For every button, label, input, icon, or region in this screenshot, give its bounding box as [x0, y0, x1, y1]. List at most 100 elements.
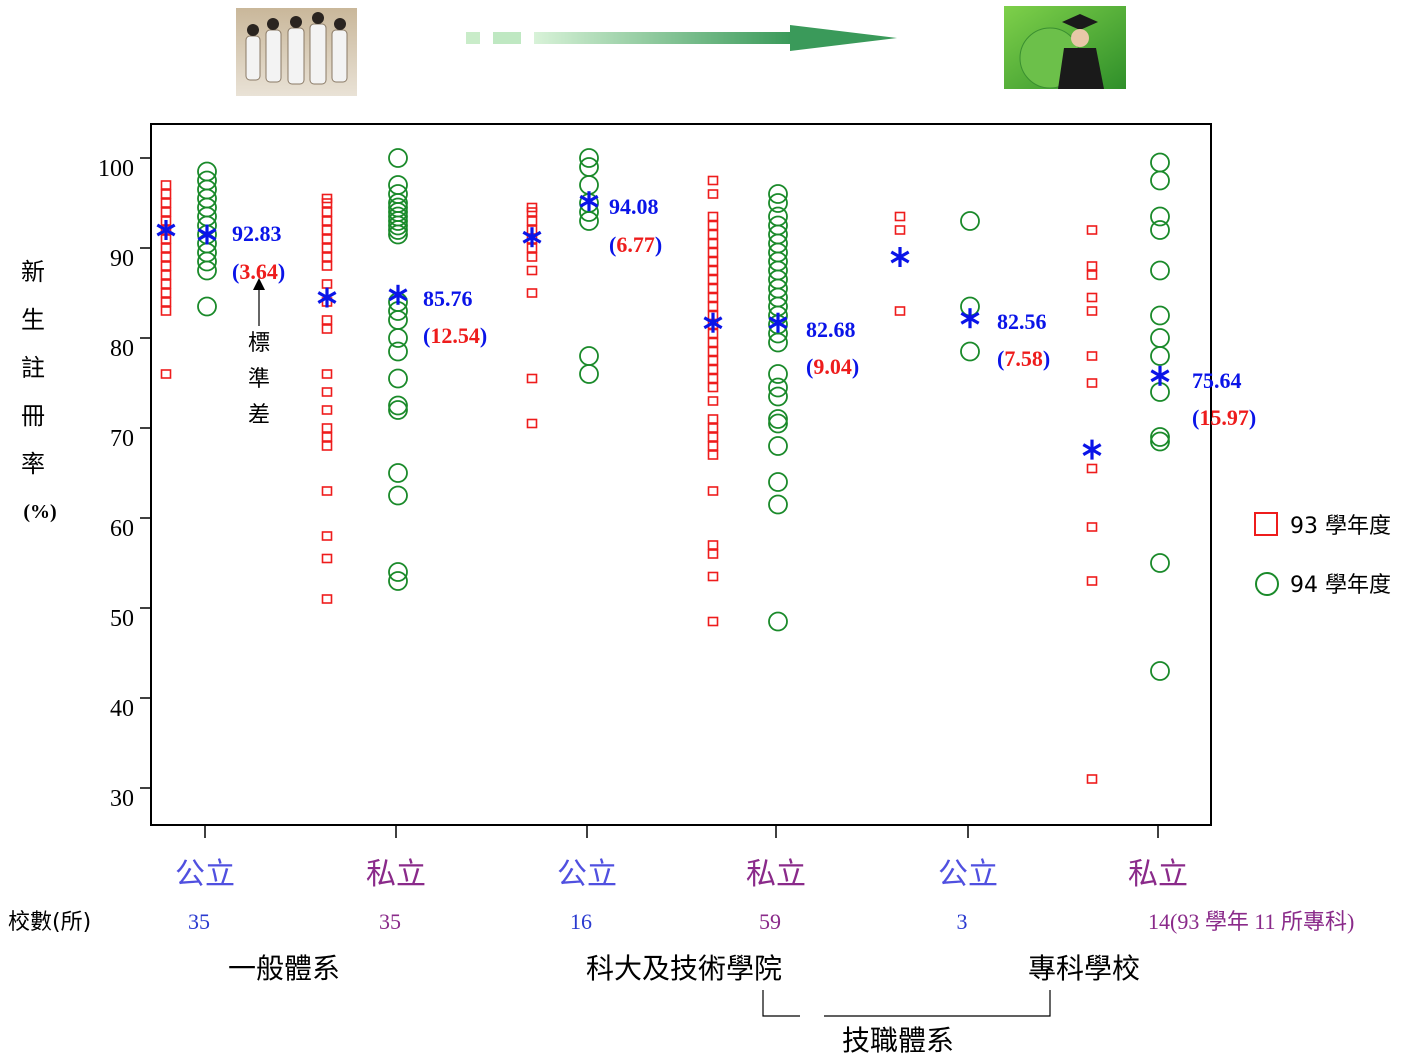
plot-frame: [150, 123, 1212, 826]
sd-paren: ): [278, 259, 285, 284]
category-label: 私立: [746, 857, 806, 892]
sd-value-label: (15.97): [1192, 405, 1256, 430]
point-94: [1150, 431, 1170, 452]
point-93: [1086, 270, 1098, 280]
ylabel-unit: (%): [23, 501, 56, 523]
mean-marker-93: [1082, 439, 1102, 460]
sd-paren: ): [655, 232, 662, 257]
sd-value-label: (6.77): [609, 232, 662, 257]
y-tick-label: 70: [110, 426, 134, 452]
point-93: [707, 189, 719, 199]
ylabel-char: 冊: [21, 402, 45, 430]
point-93: [894, 225, 906, 235]
sd-value-label: (12.54): [423, 323, 487, 348]
point-93: [321, 432, 333, 442]
point-94: [388, 463, 408, 483]
point-93: [707, 364, 719, 375]
point-94: [1150, 661, 1170, 681]
point-94: [388, 215, 408, 236]
sd-paren: (: [609, 232, 616, 257]
point-93: [707, 283, 719, 294]
point-94: [197, 260, 217, 281]
mean-marker-94: [1150, 365, 1170, 386]
school-count: 35: [188, 909, 210, 934]
point-94: [1150, 152, 1170, 173]
point-93: [707, 616, 719, 627]
sd-paren: ): [852, 354, 859, 379]
point-94: [1150, 260, 1170, 281]
point-93: [707, 229, 719, 240]
point-94: [768, 386, 788, 407]
point-93: [321, 423, 333, 433]
point-93: [707, 265, 719, 276]
sd-paren: (: [232, 259, 239, 284]
point-93: [707, 486, 719, 496]
point-93: [707, 220, 719, 231]
group-label-vocational: 技職體系: [842, 1024, 954, 1056]
point-93: [160, 306, 172, 316]
sd-paren: (: [806, 354, 813, 379]
point-93: [321, 324, 333, 334]
point-94: [197, 296, 217, 317]
legend-square-marker: [1254, 512, 1278, 536]
mean-marker-94: [579, 191, 599, 212]
sd-paren: (: [423, 323, 430, 348]
y-axis: 30 40 50 60 70 80 90 100: [98, 156, 151, 812]
point-94: [388, 211, 408, 231]
mean-labels: 92.83(3.64)85.76(12.54)94.08(6.77)82.68(…: [232, 194, 1256, 430]
point-93: [321, 594, 333, 604]
category-label: 私立: [366, 857, 426, 892]
point-93: [160, 369, 172, 379]
point-93: [1086, 378, 1098, 388]
y-tick-label: 100: [98, 156, 134, 182]
mean-value-label: 82.68: [806, 317, 856, 342]
mean-value-label: 85.76: [423, 286, 473, 311]
point-94: [768, 332, 788, 353]
point-93: [526, 252, 538, 262]
point-93: [707, 373, 719, 384]
mean-marker-94: [960, 308, 980, 329]
sd-number: 7.58: [1004, 346, 1043, 371]
school-count: 16: [570, 909, 592, 934]
sd-paren: (: [1192, 405, 1199, 430]
point-94: [768, 494, 788, 515]
point-94: [768, 193, 788, 213]
point-94: [1150, 553, 1170, 573]
point-94: [579, 148, 599, 168]
point-93: [526, 373, 538, 384]
point-93: [160, 279, 172, 289]
mean-marker-93: [156, 220, 176, 240]
point-93: [707, 432, 719, 442]
point-93: [707, 549, 719, 559]
point-93: [1086, 774, 1098, 784]
point-93: [526, 207, 538, 217]
point-93: [526, 288, 538, 298]
point-94: [768, 611, 788, 632]
sd-value-label: (7.58): [997, 346, 1050, 371]
point-94: [1150, 427, 1170, 447]
point-93: [160, 207, 172, 217]
mean-value-label: 82.56: [997, 309, 1047, 334]
point-93: [160, 270, 172, 280]
mean-marker-94: [197, 224, 217, 245]
point-93: [321, 387, 333, 397]
sd-value-label: (9.04): [806, 354, 859, 379]
point-94: [768, 472, 788, 492]
point-94: [960, 211, 980, 231]
point-93: [707, 301, 719, 312]
sd-number: 9.04: [813, 354, 852, 379]
mean-star-stroke: [522, 230, 542, 244]
point-93: [321, 261, 333, 271]
mean-star-stroke: [960, 311, 980, 325]
mean-marker-93: [317, 287, 337, 308]
point-93: [707, 396, 719, 406]
mean-star-stroke: [579, 194, 599, 208]
point-93: [1086, 522, 1098, 532]
point-94: [1150, 328, 1170, 348]
point-93: [526, 418, 538, 429]
point-94: [388, 400, 408, 420]
y-axis-label: 新 生 註 冊 率 (%): [21, 258, 57, 523]
point-94: [388, 395, 408, 416]
mean-marker-93: [703, 312, 723, 333]
y-tick-label: 80: [110, 336, 134, 362]
